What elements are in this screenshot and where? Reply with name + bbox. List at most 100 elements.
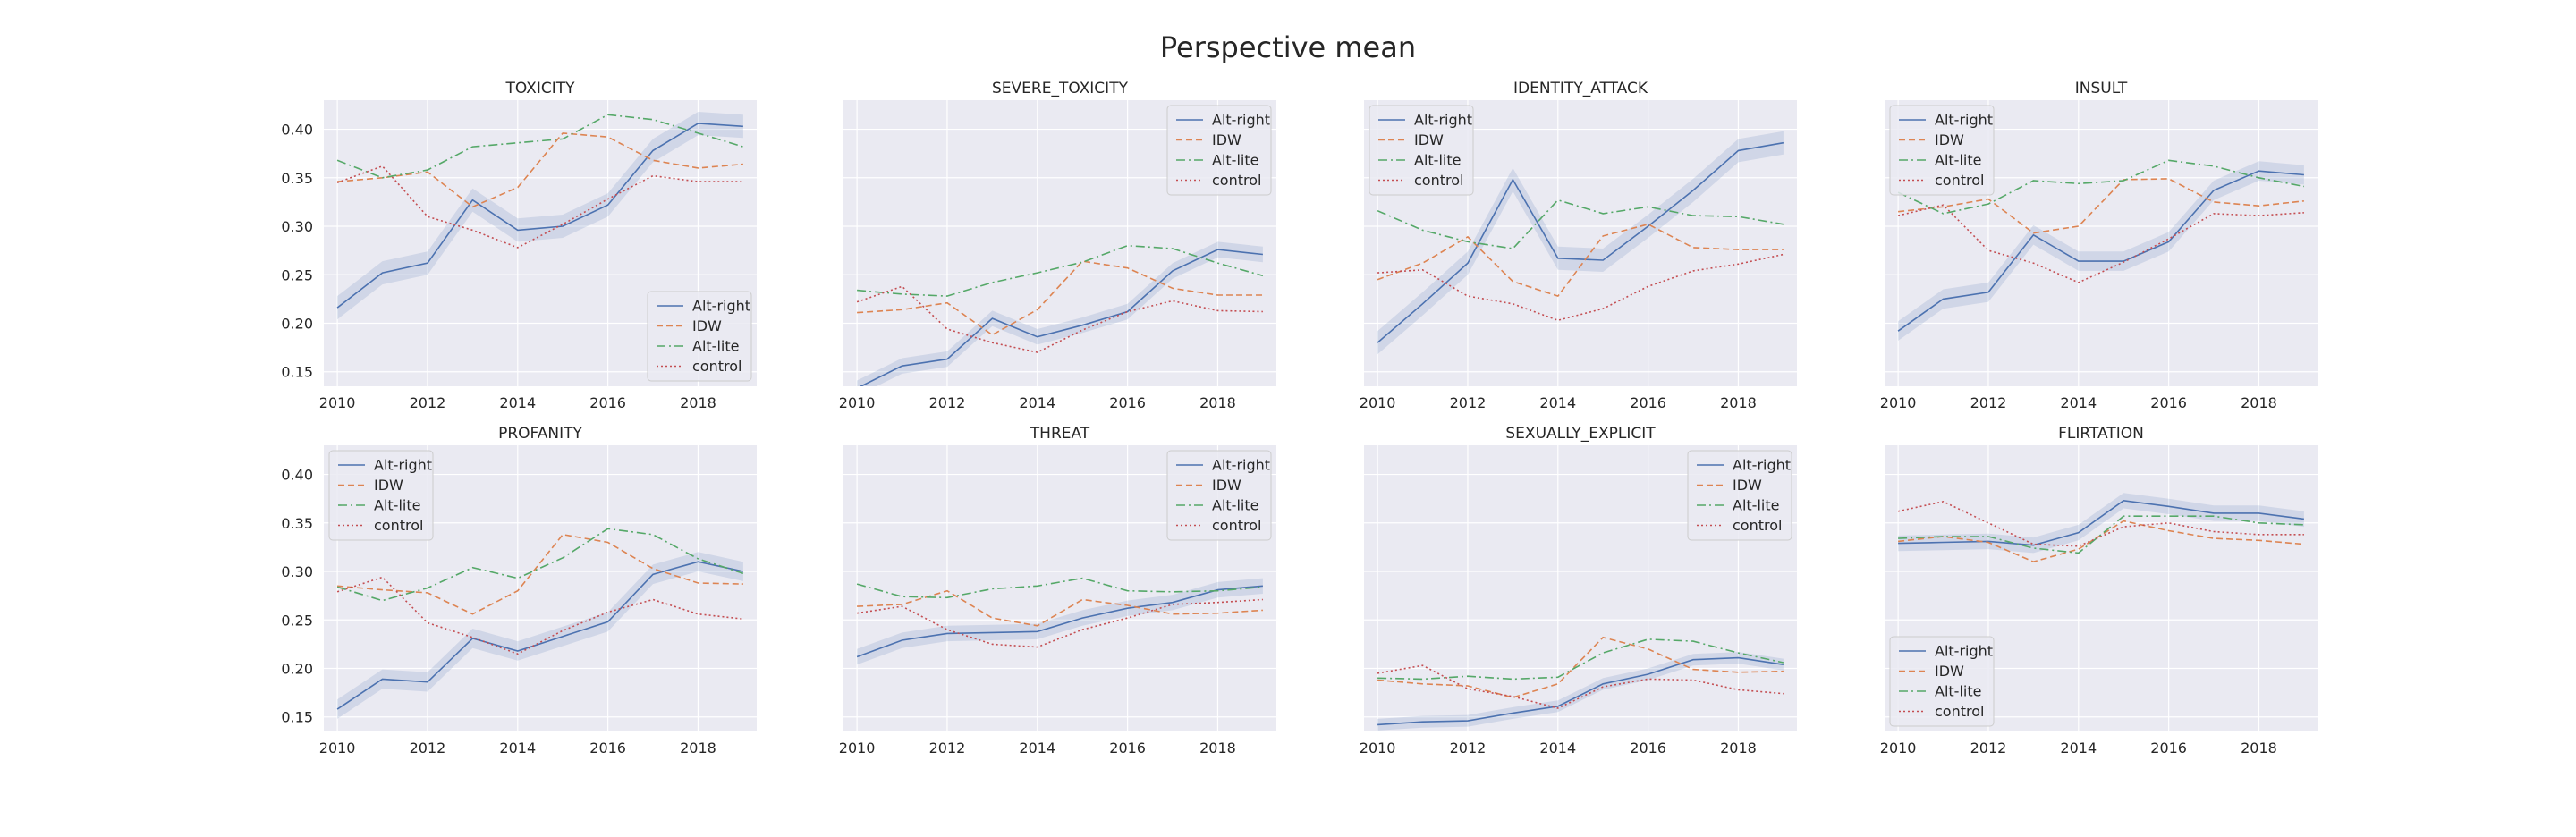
legend-label-idw: IDW — [1733, 477, 1762, 494]
series-line-idw — [857, 260, 1263, 336]
confidence-band-alt-right — [1898, 161, 2304, 341]
panel-toxicity: TOXICITY 2010 2012 2014 2016 2018 0.15 0.20 0.25… — [281, 80, 757, 411]
panel-severe-toxicity: SEVERE_TOXICITY 2010 2012 2014 2016 2018 Alt-r… — [839, 80, 1276, 411]
legend: Alt-right IDW Alt-lite control — [1889, 636, 1995, 727]
series-line-alt-right — [336, 561, 744, 710]
x-tick-label: 2014 — [1539, 394, 1576, 411]
legend: Alt-right IDW Alt-lite control — [1687, 450, 1792, 541]
legend-label-alt-right: Alt-right — [1935, 112, 1993, 129]
series-group — [1897, 159, 2305, 341]
x-tick-label: 2014 — [2060, 394, 2097, 411]
panel-title: FLIRTATION — [2058, 425, 2144, 443]
x-tick-label: 2016 — [589, 394, 626, 411]
series-group — [336, 528, 744, 719]
series-group — [336, 112, 744, 320]
x-tick-label: 2014 — [1539, 740, 1576, 757]
x-tick-label: 2010 — [839, 394, 876, 411]
series-line-alt-right — [856, 585, 1263, 658]
legend: Alt-right IDW Alt-lite control — [1166, 105, 1272, 196]
legend-label-idw: IDW — [1414, 131, 1444, 148]
legend-label-alt-right: Alt-right — [1733, 457, 1791, 474]
series-line-alt-lite — [336, 528, 744, 602]
y-tick-label: 0.40 — [281, 467, 313, 484]
legend-label-alt-right: Alt-right — [1935, 643, 1993, 660]
legend-box — [1889, 636, 1995, 727]
legend-label-alt-lite: Alt-lite — [1212, 152, 1258, 169]
series-line-control — [336, 576, 743, 655]
series-line-idw — [337, 132, 743, 208]
legend-label-alt-lite: Alt-lite — [1212, 497, 1258, 514]
x-tick-label: 2018 — [1720, 740, 1757, 757]
panel-title: INSULT — [2075, 80, 2128, 97]
series-line-alt-lite — [1898, 515, 2304, 554]
panel-title: THREAT — [1030, 425, 1090, 443]
x-tick-label: 2012 — [1970, 394, 2007, 411]
x-tick-label: 2018 — [680, 740, 716, 757]
y-tick-label: 0.35 — [281, 170, 313, 187]
x-tick-label: 2014 — [499, 394, 536, 411]
x-tick-label: 2010 — [1360, 740, 1396, 757]
legend-label-alt-lite: Alt-lite — [1414, 152, 1461, 169]
legend-label-alt-right: Alt-right — [692, 298, 750, 315]
series-line-idw — [1898, 178, 2304, 234]
legend-label-control: control — [1414, 172, 1463, 189]
series-line-alt-right — [1377, 141, 1784, 343]
series-line-alt-lite — [1897, 159, 2305, 215]
legend-label-control: control — [1935, 703, 1984, 720]
legend-label-control: control — [374, 517, 423, 534]
y-tick-label: 0.25 — [281, 612, 313, 629]
series-group — [1377, 131, 1784, 355]
confidence-band-alt-right — [1377, 131, 1784, 355]
legend-label-idw: IDW — [1935, 663, 1964, 680]
legend-label-control: control — [1212, 517, 1261, 534]
legend-box — [1166, 105, 1272, 196]
series-line-alt-lite — [856, 577, 1263, 599]
legend-box — [647, 291, 752, 382]
legend-label-control: control — [1935, 172, 1984, 189]
legend-label-idw: IDW — [1212, 477, 1241, 494]
x-tick-label: 2018 — [1720, 394, 1757, 411]
y-tick-label: 0.20 — [281, 315, 313, 332]
series-line-idw — [1898, 520, 2304, 563]
x-tick-label: 2016 — [2150, 740, 2187, 757]
y-tick-label: 0.30 — [281, 563, 313, 580]
legend-label-alt-right: Alt-right — [1212, 112, 1270, 129]
x-tick-label: 2012 — [1450, 394, 1487, 411]
x-tick-label: 2012 — [1450, 740, 1487, 757]
legend-label-control: control — [1733, 517, 1782, 534]
x-tick-label: 2012 — [410, 394, 446, 411]
panel-title: TOXICITY — [505, 80, 576, 97]
legend-label-idw: IDW — [1935, 131, 1964, 148]
x-tick-label: 2010 — [319, 394, 356, 411]
legend-label-alt-right: Alt-right — [374, 457, 432, 474]
x-tick-label: 2016 — [1630, 740, 1666, 757]
y-tick-label: 0.40 — [281, 122, 313, 139]
x-tick-label: 2010 — [319, 740, 356, 757]
panel-title: IDENTITY_ATTACK — [1513, 80, 1648, 97]
series-line-idw — [857, 589, 1263, 627]
series-line-control — [1897, 204, 2304, 283]
x-tick-label: 2018 — [680, 394, 716, 411]
legend-label-alt-lite: Alt-lite — [1935, 152, 1981, 169]
x-tick-label: 2016 — [1630, 394, 1666, 411]
x-tick-label: 2014 — [1019, 740, 1055, 757]
series-group — [856, 241, 1264, 386]
series-group — [1377, 636, 1784, 731]
x-tick-label: 2014 — [1019, 394, 1055, 411]
series-line-alt-right — [859, 249, 1263, 386]
y-tick-label: 0.35 — [281, 515, 313, 532]
x-tick-label: 2018 — [2241, 740, 2277, 757]
legend-label-alt-lite: Alt-lite — [692, 338, 739, 355]
series-line-control — [1377, 253, 1784, 322]
x-tick-label: 2012 — [929, 394, 966, 411]
legend-box — [1687, 450, 1792, 541]
series-line-control — [1897, 501, 2304, 547]
confidence-band-alt-right — [1377, 652, 1784, 731]
series-line-idw — [337, 533, 743, 615]
series-line-idw — [1377, 223, 1784, 298]
x-tick-label: 2010 — [1360, 394, 1396, 411]
legend-label-alt-lite: Alt-lite — [1935, 683, 1981, 700]
y-tick-label: 0.25 — [281, 266, 313, 283]
